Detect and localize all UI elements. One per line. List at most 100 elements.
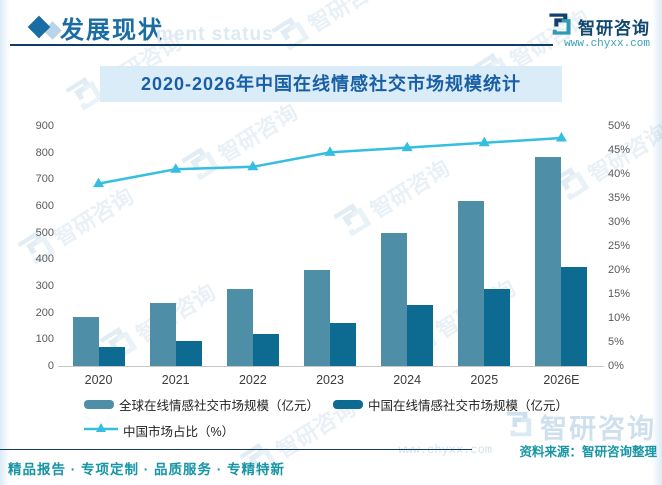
- watermark-tile: 智研咨询: [267, 0, 395, 62]
- bar-series1-2021: [149, 303, 176, 366]
- brand-logo-glyph: [65, 77, 104, 111]
- footer-divider: [0, 449, 472, 450]
- legend-bar-swatch: [84, 400, 114, 409]
- legend-row-line: 中国市场占比（%）: [84, 421, 568, 440]
- y-left-tick-600: 600: [35, 200, 54, 212]
- brand-logo-glyph: [99, 327, 138, 361]
- brand-logo-glyph: [271, 17, 310, 51]
- x-label-2021: 2021: [161, 373, 190, 387]
- bar-series1-2022: [226, 288, 253, 366]
- legend-line-swatch: [84, 422, 118, 440]
- watermark-tile: 智研咨询: [469, 0, 597, 98]
- bar-series2-2020: [98, 347, 125, 366]
- watermark-tile: 智研咨询: [13, 176, 141, 277]
- brand-logo-glyph: [239, 443, 278, 477]
- bar-series1-2023: [304, 270, 330, 366]
- bar-series2-2023: [330, 323, 356, 366]
- x-axis-line: [58, 366, 604, 367]
- y-right-tick-35: 35%: [608, 192, 631, 204]
- y-left-tick-800: 800: [35, 146, 54, 159]
- x-label-2023: 2023: [316, 373, 344, 387]
- y-left-tick-700: 700: [35, 173, 54, 186]
- legend-bar-swatch: [333, 400, 364, 409]
- triangle-marker: [247, 160, 259, 171]
- legend-item: 中国在线情感社交市场规模（亿元）: [333, 395, 568, 414]
- plot-region: [60, 126, 600, 366]
- y-right-tick-5: 5%: [608, 336, 624, 348]
- y-right-tick-30: 30%: [608, 216, 631, 228]
- brand-logo-glyph: [549, 13, 571, 35]
- legend-label: 全球在线情感社交市场规模（亿元）: [119, 399, 320, 413]
- legend-item: 全球在线情感社交市场规模（亿元）: [84, 395, 319, 414]
- legend-item: 中国市场占比（%）: [84, 421, 234, 440]
- y-left-tick-200: 200: [35, 306, 54, 319]
- source-text: 资料来源：智研咨询整理: [519, 445, 657, 459]
- legend-label: 中国市场占比（%）: [123, 425, 235, 439]
- triangle-marker: [324, 146, 336, 156]
- y-left-tick-900: 900: [35, 120, 54, 132]
- bar-series1-2020: [72, 316, 99, 366]
- x-label-2026E: 2026E: [543, 373, 580, 387]
- brand-logo-glyph: [181, 147, 220, 181]
- y-right-tick-0: 0%: [608, 360, 624, 372]
- brand-name: 智研咨询: [578, 19, 650, 38]
- brand-logo-glyph: [17, 231, 56, 265]
- watermark-tile: 智研咨询: [177, 92, 305, 193]
- watermark-tile: 智研咨询: [61, 22, 189, 123]
- triangle-marker: [478, 136, 490, 147]
- y-left-tick-500: 500: [35, 226, 54, 239]
- y-right-tick-45: 45%: [608, 144, 631, 156]
- bar-series2-2024: [407, 304, 434, 366]
- section-title-ghost: ment status: [156, 24, 274, 45]
- header-divider: [10, 44, 553, 46]
- bar-series2-2025: [484, 288, 511, 366]
- brand-logo-glyph: [506, 411, 532, 437]
- y-right-tick-15: 15%: [608, 288, 631, 300]
- share-line: [93, 132, 567, 188]
- bar-series1-2024: [381, 232, 408, 366]
- y-right-tick-25: 25%: [608, 240, 631, 252]
- chart-title: 2020-2026年中国在线情感社交市场规模统计: [100, 66, 562, 102]
- y-left-tick-0: 0: [47, 360, 54, 372]
- watermark-brand-text: 智研咨询: [540, 414, 656, 444]
- x-label-2025: 2025: [470, 373, 499, 387]
- legend-row-bars: 全球在线情感社交市场规模（亿元） 中国在线情感社交市场规模（亿元）: [84, 395, 568, 414]
- y-right-tick-20: 20%: [608, 264, 631, 276]
- x-label-2022: 2022: [238, 373, 267, 387]
- watermark-tile: 智研咨询: [547, 112, 662, 213]
- y-left-tick-100: 100: [35, 333, 54, 346]
- bar-series1-2026E: [535, 156, 562, 366]
- section-title: 发展现状: [60, 17, 164, 44]
- brand-logo-glyph: [473, 53, 512, 87]
- triangle-marker: [401, 141, 413, 152]
- brand-logo-glyph: [551, 167, 590, 201]
- footer-tagline: 精品报告 · 专项定制 · 品质服务 · 专精特新: [8, 462, 285, 477]
- watermark-tile: 智研咨询: [235, 388, 363, 485]
- watermark-brand: 智研咨询: [504, 407, 656, 446]
- triangle-marker: [93, 177, 105, 188]
- x-label-2020: 2020: [84, 373, 113, 387]
- triangle-marker: [555, 132, 567, 142]
- brand-logo-icon: [547, 11, 573, 42]
- y-left-tick-400: 400: [35, 253, 54, 266]
- bar-series2-2022: [252, 334, 279, 366]
- chart-legend: 全球在线情感社交市场规模（亿元） 中国在线情感社交市场规模（亿元） 中国市场占比（%…: [84, 395, 568, 447]
- y-left-tick-300: 300: [35, 280, 54, 292]
- bar-series2-2026E: [561, 267, 588, 366]
- y-right-tick-10: 10%: [608, 312, 631, 324]
- page-header: 发展现状 ment status 智研咨询 www.chyxx.com: [0, 0, 662, 56]
- watermark-url: www.chyxx.com: [398, 443, 492, 457]
- y-right-tick-40: 40%: [608, 168, 631, 180]
- watermark-logo-icon: [504, 409, 534, 444]
- x-label-2024: 2024: [393, 373, 422, 387]
- brand-block: 智研咨询: [547, 11, 650, 42]
- bar-series1-2025: [458, 200, 485, 366]
- legend-label: 中国在线情感社交市场规模（亿元）: [368, 399, 569, 413]
- brand-url: www.chyxx.com: [564, 38, 650, 50]
- bar-series2-2021: [175, 340, 202, 366]
- y-right-tick-50: 50%: [608, 120, 631, 132]
- triangle-marker: [170, 163, 182, 173]
- watermark-tile: 智研咨询: [95, 272, 223, 373]
